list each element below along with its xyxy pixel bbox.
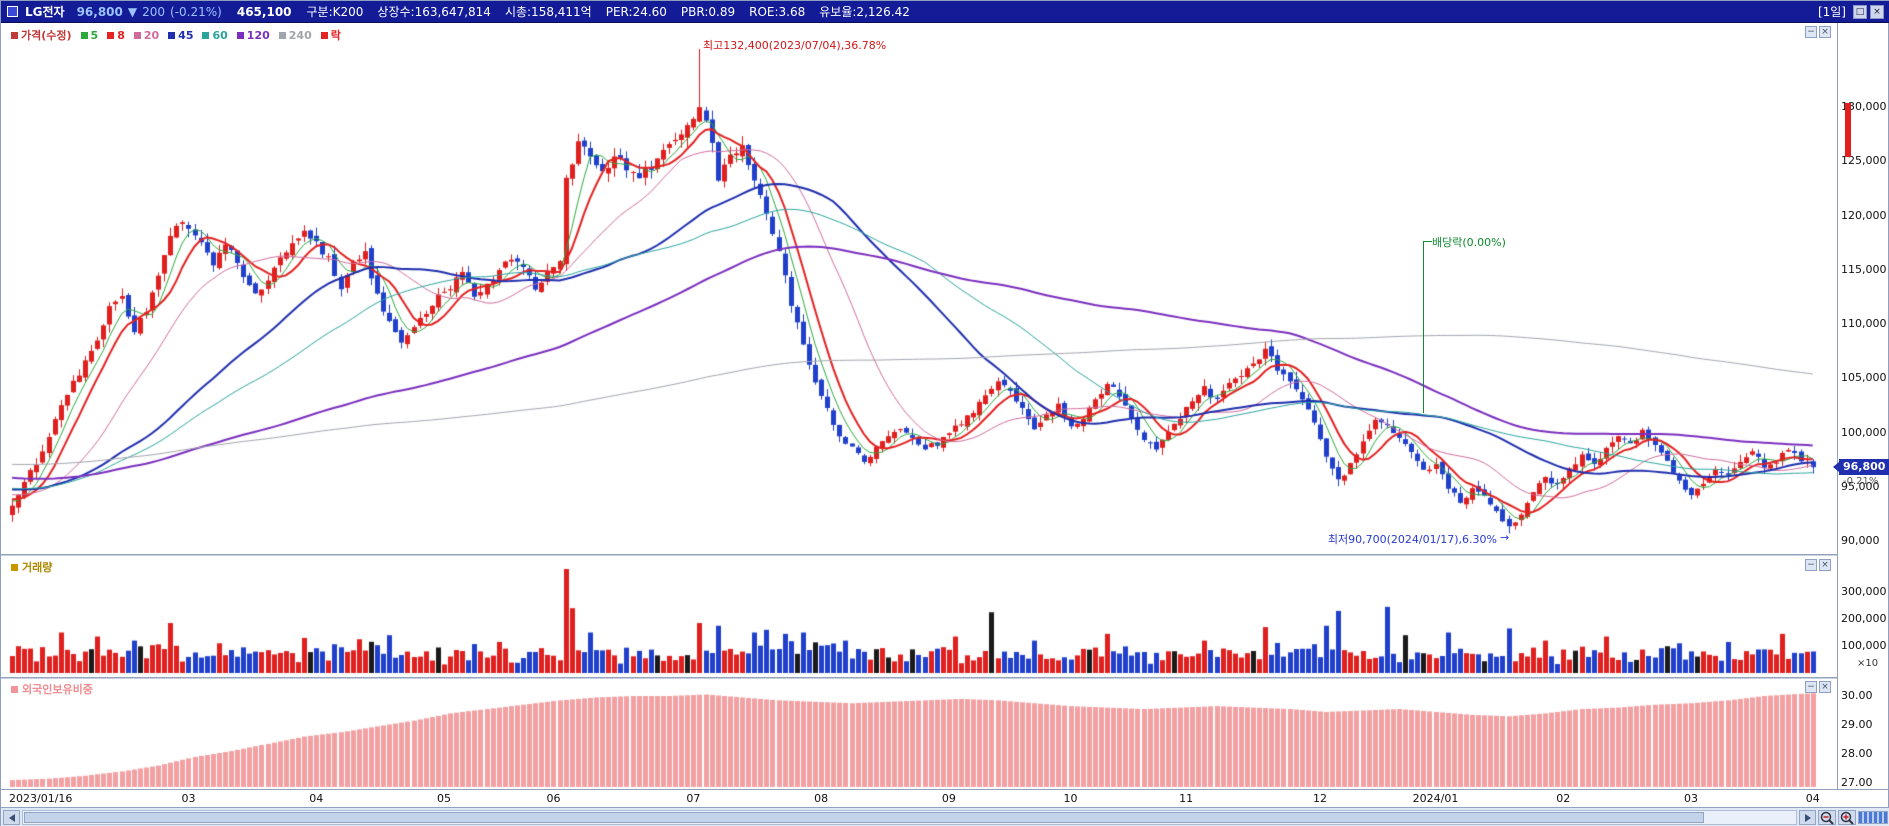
volume-legend-swatch xyxy=(11,563,18,571)
change-value: 200 xyxy=(142,4,166,19)
price-chart-panel[interactable] xyxy=(1,23,1837,554)
scroll-right-button[interactable] xyxy=(1799,810,1816,825)
legend-color-swatch xyxy=(133,31,141,39)
ex-dividend-annotation: 배당락(0.00%) xyxy=(1432,236,1506,249)
ex-dividend-line xyxy=(1423,241,1424,413)
right-arrow-icon xyxy=(1804,813,1811,822)
legend-color-swatch xyxy=(107,31,115,39)
panel-close-button[interactable]: × xyxy=(1819,26,1831,38)
stat-category: 구분:K200 xyxy=(306,5,364,19)
panel-separator[interactable] xyxy=(1,554,1837,556)
foreign-panel-title: 외국인보유비중 xyxy=(22,683,93,696)
window-icon xyxy=(7,6,18,17)
panel-minimize-button[interactable]: − xyxy=(1805,681,1817,693)
window-restore-button[interactable]: □ xyxy=(1853,4,1867,19)
day-volume: 465,100 xyxy=(236,4,292,19)
legend-item-label: 가격(수정) xyxy=(21,29,72,42)
title-bar: LG전자 96,800 ▼ 200 (-0.21%) 465,100 구분:K2… xyxy=(1,1,1889,23)
foreign-legend-swatch xyxy=(11,685,18,693)
low-price-annotation: 최저90,700(2024/01/17),6.30% xyxy=(1327,533,1497,546)
legend-item-label: 락 xyxy=(330,29,341,42)
legend-ma-120: 120 xyxy=(236,28,270,42)
volume-panel-title: 거래량 xyxy=(22,561,53,574)
x-axis-line xyxy=(1,789,1889,790)
legend-item-label: 120 xyxy=(246,28,270,42)
zoom-out-icon xyxy=(1820,811,1834,825)
stat-roe: ROE:3.68 xyxy=(749,4,806,19)
badge-price: 96,800 xyxy=(1843,460,1886,474)
legend-item-label: 20 xyxy=(143,28,160,42)
legend-ma-락: 락 xyxy=(320,27,341,43)
legend-ma-8: 8 xyxy=(107,29,125,42)
legend-color-swatch xyxy=(278,31,286,39)
ex-dividend-connector xyxy=(1423,241,1432,242)
stat-listed-shares: 상장수:163,647,814 xyxy=(377,5,491,19)
foreign-panel-buttons: − × xyxy=(1805,681,1831,693)
high-price-annotation: 최고132,400(2023/07/04),36.78% xyxy=(703,39,887,52)
price-axis-divider xyxy=(1837,23,1838,789)
price-panel-legend: 가격(수정) 5 8 20 45 60 120 240 락 xyxy=(11,27,341,43)
symbol-name: LG전자 xyxy=(25,5,65,19)
status-meter-icon xyxy=(1858,811,1888,824)
legend-color-swatch xyxy=(80,31,88,39)
stat-reserve-ratio: 유보율:2,126.42 xyxy=(819,5,910,19)
window-close-button[interactable]: × xyxy=(1870,4,1884,19)
foreign-ownership-panel[interactable] xyxy=(1,679,1837,789)
zoom-out-button[interactable] xyxy=(1818,810,1836,825)
stat-pbr: PBR:0.89 xyxy=(680,4,736,19)
scroll-left-button[interactable] xyxy=(3,810,20,825)
current-change-percent: -0.21% xyxy=(1843,476,1879,488)
change-percent: (-0.21%) xyxy=(170,4,222,19)
change-direction-icon: ▼ xyxy=(127,4,138,19)
stat-per: PER:24.60 xyxy=(605,4,667,19)
legend-color-swatch xyxy=(11,31,18,39)
panel-minimize-button[interactable]: − xyxy=(1805,559,1817,571)
legend-item-label: 5 xyxy=(90,28,99,42)
legend-item-label: 8 xyxy=(117,28,125,42)
left-arrow-icon xyxy=(8,813,15,822)
foreign-panel-header: 외국인보유비중 xyxy=(11,681,93,697)
legend-ma-45: 45 xyxy=(168,29,193,42)
axis-range-marker xyxy=(1845,103,1851,157)
zoom-in-button[interactable] xyxy=(1838,810,1856,825)
badge-pointer-icon xyxy=(1833,462,1839,473)
legend-color-swatch xyxy=(320,31,328,39)
legend-ma-240: 240 xyxy=(278,28,312,42)
current-price-badge: 96,800 xyxy=(1833,459,1889,476)
panel-close-button[interactable]: × xyxy=(1819,559,1831,571)
period-label: [1일] xyxy=(1817,5,1846,19)
legend-item-label: 45 xyxy=(178,28,194,42)
volume-panel[interactable] xyxy=(1,556,1837,677)
legend-color-swatch xyxy=(202,31,210,39)
low-annotation-arrow-icon: → xyxy=(1500,531,1510,544)
legend-ma-5: 5 xyxy=(80,28,99,42)
panel-separator[interactable] xyxy=(1,677,1837,679)
legend-ma-20: 20 xyxy=(133,28,160,42)
legend-item-label: 240 xyxy=(288,28,312,42)
scrollbar-track[interactable] xyxy=(22,810,1797,825)
panel-close-button[interactable]: × xyxy=(1819,681,1831,693)
legend-price-label: 가격(수정) xyxy=(11,27,72,43)
legend-color-swatch xyxy=(168,31,176,39)
zoom-in-icon xyxy=(1840,811,1854,825)
panel-minimize-button[interactable]: − xyxy=(1805,26,1817,38)
legend-color-swatch xyxy=(236,31,244,39)
legend-ma-60: 60 xyxy=(202,28,228,42)
volume-panel-header: 거래량 xyxy=(11,559,52,575)
stat-market-cap: 시총:158,411억 xyxy=(504,5,592,19)
current-price: 96,800 xyxy=(76,4,123,19)
price-panel-buttons: − × xyxy=(1805,26,1831,38)
horizontal-scrollbar xyxy=(1,807,1889,826)
volume-panel-buttons: − × xyxy=(1805,559,1831,571)
scrollbar-thumb[interactable] xyxy=(24,812,1704,823)
legend-item-label: 60 xyxy=(212,28,228,42)
